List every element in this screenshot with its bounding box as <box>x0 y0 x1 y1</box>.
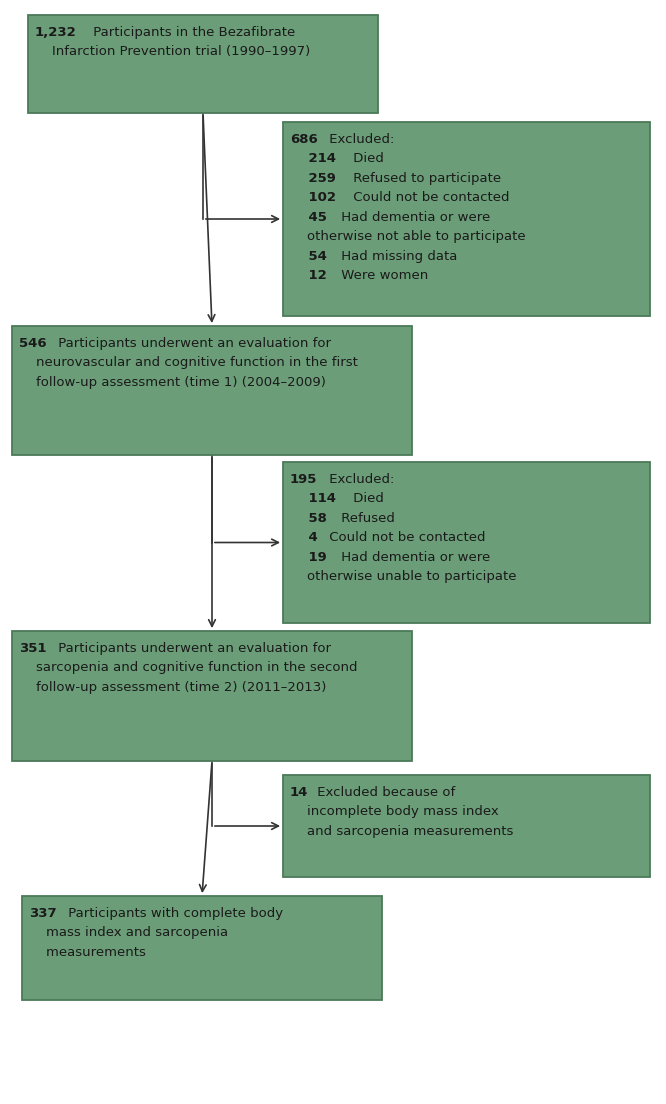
Text: Died: Died <box>349 152 384 166</box>
Text: and sarcopenia measurements: and sarcopenia measurements <box>290 825 513 838</box>
Text: Infarction Prevention trial (1990–1997): Infarction Prevention trial (1990–1997) <box>35 45 310 59</box>
Text: Participants underwent an evaluation for: Participants underwent an evaluation for <box>55 337 331 350</box>
Text: 337: 337 <box>29 907 57 920</box>
Text: Refused to participate: Refused to participate <box>349 172 501 184</box>
FancyBboxPatch shape <box>12 631 412 761</box>
Text: 58: 58 <box>290 512 326 524</box>
Text: Refused: Refused <box>337 512 395 524</box>
Text: incomplete body mass index: incomplete body mass index <box>290 806 498 818</box>
Text: 546: 546 <box>19 337 46 350</box>
Text: Were women: Were women <box>337 269 428 282</box>
Text: Could not be contacted: Could not be contacted <box>326 531 486 544</box>
Text: measurements: measurements <box>29 946 146 959</box>
Text: 45: 45 <box>290 211 326 224</box>
Text: 102: 102 <box>290 191 336 204</box>
Text: follow-up assessment (time 2) (2011–2013): follow-up assessment (time 2) (2011–2013… <box>19 681 326 693</box>
Text: otherwise unable to participate: otherwise unable to participate <box>290 570 516 583</box>
FancyBboxPatch shape <box>283 123 650 316</box>
Text: Excluded:: Excluded: <box>325 473 394 486</box>
Text: Participants with complete body: Participants with complete body <box>65 907 284 920</box>
Text: Participants underwent an evaluation for: Participants underwent an evaluation for <box>54 641 331 655</box>
Text: 1,232: 1,232 <box>35 26 77 39</box>
Text: 259: 259 <box>290 172 336 184</box>
Text: 214: 214 <box>290 152 336 166</box>
FancyBboxPatch shape <box>283 461 650 623</box>
Text: follow-up assessment (time 1) (2004–2009): follow-up assessment (time 1) (2004–2009… <box>19 375 326 389</box>
FancyBboxPatch shape <box>12 326 412 455</box>
Text: 19: 19 <box>290 551 326 564</box>
Text: 4: 4 <box>290 531 318 544</box>
Text: Died: Died <box>349 492 384 506</box>
Text: otherwise not able to participate: otherwise not able to participate <box>290 230 525 243</box>
Text: Excluded:: Excluded: <box>326 132 395 146</box>
FancyBboxPatch shape <box>283 775 650 877</box>
Text: 114: 114 <box>290 492 336 506</box>
FancyBboxPatch shape <box>22 896 382 1000</box>
Text: 351: 351 <box>19 641 46 655</box>
Text: sarcopenia and cognitive function in the second: sarcopenia and cognitive function in the… <box>19 661 357 675</box>
Text: Participants in the Bezafibrate: Participants in the Bezafibrate <box>89 26 295 39</box>
Text: 195: 195 <box>290 473 317 486</box>
Text: 54: 54 <box>290 250 326 263</box>
Text: Had dementia or were: Had dementia or were <box>337 211 490 224</box>
Text: mass index and sarcopenia: mass index and sarcopenia <box>29 926 228 940</box>
Text: Had dementia or were: Had dementia or were <box>337 551 490 564</box>
Text: 14: 14 <box>290 786 308 799</box>
Text: 686: 686 <box>290 132 318 146</box>
Text: neurovascular and cognitive function in the first: neurovascular and cognitive function in … <box>19 357 358 370</box>
Text: Could not be contacted: Could not be contacted <box>349 191 509 204</box>
Text: 12: 12 <box>290 269 326 282</box>
FancyBboxPatch shape <box>28 15 378 113</box>
Text: Had missing data: Had missing data <box>337 250 458 263</box>
Text: Excluded because of: Excluded because of <box>314 786 456 799</box>
